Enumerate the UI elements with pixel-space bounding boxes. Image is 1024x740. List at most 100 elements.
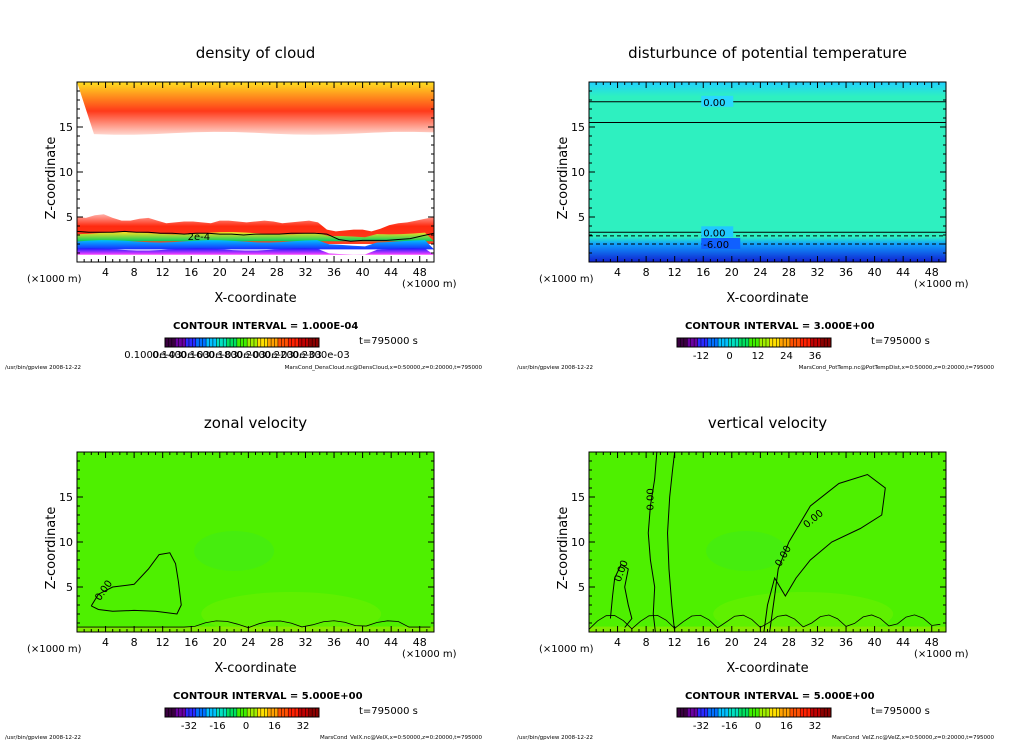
colorbar-cell <box>236 708 241 717</box>
x-tick-label: 8 <box>643 266 650 279</box>
contour-label-box <box>701 238 741 249</box>
y-tick-label: 5 <box>578 211 585 224</box>
colorbar-cell <box>295 338 299 347</box>
field-patch <box>713 592 894 632</box>
colorbar-cell <box>707 338 712 347</box>
colorbar-label: -16 <box>209 721 225 732</box>
colorbar-label: 16 <box>268 721 281 732</box>
x-tick-label: 40 <box>356 636 370 649</box>
x-axis-label: X-coordinate <box>726 661 808 676</box>
colorbar-cell <box>752 708 757 717</box>
colorbar-cell <box>786 708 791 717</box>
colorbar-cell <box>315 338 320 347</box>
colorbar: -12 0 12 24 36 <box>676 337 832 362</box>
colorbar-cell <box>216 338 221 347</box>
colorbar-cell <box>796 708 801 717</box>
colorbar-cell <box>202 338 207 347</box>
colorbar-cell <box>772 338 777 347</box>
colorbar-cell <box>247 708 252 717</box>
colorbar-cell <box>291 708 296 717</box>
footer-left: /usr/bin/gpview 2008-12-22 <box>517 735 593 740</box>
colorbar-cell <box>253 338 258 347</box>
colorbar-label: 32 <box>297 721 310 732</box>
colorbar-cell <box>271 708 276 717</box>
colorbar-cell <box>308 338 313 347</box>
colorbar-cell <box>738 708 743 717</box>
colorbar-cell <box>271 338 276 347</box>
colorbar-cell <box>247 338 252 347</box>
field-patch <box>194 531 275 571</box>
contour-interval: CONTOUR INTERVAL = 5.000E+00 <box>173 691 363 702</box>
x-tick-label: 44 <box>896 636 910 649</box>
colorbar-cell <box>817 338 822 347</box>
colorbar-cell <box>188 338 193 347</box>
colorbar-cell <box>230 708 234 717</box>
y-tick-label: 5 <box>66 211 73 224</box>
y-tick-label: 15 <box>571 121 585 134</box>
colorbar-cell <box>807 708 811 717</box>
colorbar-cell <box>779 338 784 347</box>
colorbar: -32 -16 0 16 32 <box>676 707 832 732</box>
x-tick-label: 28 <box>782 266 796 279</box>
colorbar-cell <box>735 708 740 717</box>
colorbar-cell <box>257 338 262 347</box>
colorbar-cell <box>206 708 210 717</box>
colorbar-frame <box>164 707 320 718</box>
colorbar-cell <box>762 708 767 717</box>
y-axis-label: Z-coordinate <box>44 507 59 590</box>
y-tick-label: 10 <box>571 166 585 179</box>
footer-right: MarsCond_DensCloud.nc@DensCloud,x=0:5000… <box>285 365 483 371</box>
colorbar-cell <box>233 338 238 347</box>
colorbar-cell <box>267 708 272 717</box>
colorbar-cell <box>793 708 798 717</box>
x-tick-label: 24 <box>753 636 767 649</box>
colorbar-cell <box>219 708 224 717</box>
colorbar-cell <box>185 338 190 347</box>
contour-line <box>589 614 941 630</box>
colorbar-cell <box>274 708 279 717</box>
colorbar-cell <box>690 338 695 347</box>
colorbar-cell <box>762 338 767 347</box>
chart-title: zonal velocity <box>204 414 307 432</box>
colorbar-cell <box>168 708 173 717</box>
plot-area: 2e-4 <box>77 82 434 262</box>
y-axis-label: Z-coordinate <box>556 507 571 590</box>
colorbar-cell <box>817 708 822 717</box>
time-label: t=795000 s <box>871 706 930 717</box>
colorbar-cell <box>687 708 692 717</box>
colorbar-cell <box>250 338 255 347</box>
colorbar-cell <box>776 708 781 717</box>
colorbar-cell <box>301 338 306 347</box>
colorbar-cell <box>697 708 702 717</box>
colorbar-cell <box>731 708 736 717</box>
colorbar-cell <box>694 338 699 347</box>
colorbar-cell <box>711 338 716 347</box>
colorbar-cell <box>209 708 214 717</box>
colorbar-label: 24 <box>780 351 793 362</box>
colorbar-cell <box>182 708 187 717</box>
colorbar-cell <box>165 338 169 347</box>
colorbar-cell <box>171 708 176 717</box>
y-unit-label: (×1000 m) <box>27 644 82 655</box>
contour-label-box <box>701 226 734 238</box>
x-tick-label: 4 <box>102 266 109 279</box>
colorbar-cell <box>728 338 733 347</box>
colorbar-cell <box>305 338 310 347</box>
time-label: t=795000 s <box>359 706 418 717</box>
colorbar-cell <box>755 708 760 717</box>
colorbar-cell <box>199 708 204 717</box>
colorbar-cell <box>206 338 210 347</box>
x-tick-label: 16 <box>696 266 710 279</box>
colorbar-cell <box>199 338 204 347</box>
x-tick-label: 48 <box>925 636 939 649</box>
chart-title: disturbunce of potential temperature <box>628 44 907 62</box>
colorbar-cell <box>243 708 248 717</box>
colorbar-cell <box>257 708 262 717</box>
colorbar-cell <box>752 338 757 347</box>
y-axis-label: Z-coordinate <box>556 137 571 220</box>
x-unit-label: (×1000 m) <box>402 279 457 290</box>
x-tick-label: 24 <box>753 266 767 279</box>
contour-interval: CONTOUR INTERVAL = 3.000E+00 <box>685 321 875 332</box>
